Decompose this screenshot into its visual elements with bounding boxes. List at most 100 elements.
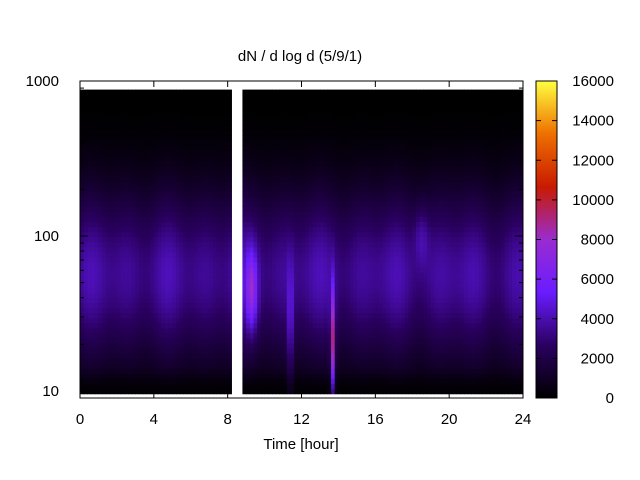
heatmap-cell: [91, 246, 96, 253]
heatmap-cell: [124, 266, 129, 273]
heatmap-cell: [116, 272, 122, 278]
heatmap-cell: [175, 317, 181, 324]
heatmap-cell: [390, 135, 395, 141]
heatmap-cell: [102, 383, 107, 390]
heatmap-cell: [172, 206, 177, 212]
heatmap-cell: [209, 130, 214, 136]
heatmap-cell: [271, 145, 277, 152]
heatmap-cell: [198, 211, 203, 217]
heatmap-cell: [345, 190, 351, 197]
heatmap-cell: [319, 337, 325, 344]
heatmap-cell: [242, 261, 247, 268]
heatmap-cell: [198, 282, 203, 288]
heatmap-cell: [334, 135, 340, 141]
heatmap-cell: [264, 94, 269, 101]
heatmap-cell: [201, 327, 207, 334]
heatmap-cell: [142, 135, 148, 141]
heatmap-cell: [194, 368, 199, 374]
heatmap-cell: [279, 150, 284, 157]
heatmap-cell: [268, 322, 273, 329]
heatmap-cell: [91, 277, 96, 283]
heatmap-cell: [150, 358, 155, 364]
heatmap-cell: [187, 282, 192, 288]
heatmap-cell: [179, 211, 184, 217]
heatmap-cell: [242, 170, 247, 177]
heatmap-cell: [294, 216, 299, 222]
heatmap-cell: [168, 368, 173, 374]
heatmap-cell: [382, 130, 388, 136]
heatmap-cell: [345, 165, 351, 172]
heatmap-cell: [194, 160, 199, 167]
heatmap-cell: [183, 342, 188, 349]
heatmap-cell: [338, 261, 343, 268]
heatmap-cell: [205, 317, 210, 324]
heatmap-cell: [323, 165, 328, 172]
heatmap-cell: [223, 145, 229, 152]
heatmap-cell: [338, 327, 343, 334]
heatmap-cell: [87, 185, 92, 192]
heatmap-cell: [116, 130, 122, 136]
heatmap-cell: [212, 94, 218, 101]
heatmap-cell: [275, 125, 280, 131]
heatmap-cell: [279, 94, 284, 101]
heatmap-cell: [83, 145, 88, 152]
heatmap-cell: [353, 145, 358, 152]
heatmap-cell: [379, 206, 384, 212]
heatmap-cell: [124, 236, 129, 243]
heatmap-cell: [168, 130, 173, 136]
heatmap-cell: [105, 272, 111, 278]
heatmap-cell: [382, 317, 388, 324]
heatmap-cell: [102, 130, 107, 136]
heatmap-cell: [253, 130, 258, 136]
heatmap-cell: [316, 348, 321, 354]
heatmap-cell: [356, 180, 362, 187]
heatmap-cell: [338, 353, 343, 359]
heatmap-cell: [364, 99, 369, 106]
heatmap-cell: [146, 175, 151, 182]
heatmap-cell: [80, 251, 85, 258]
heatmap-cell: [268, 292, 273, 298]
heatmap-cell: [198, 312, 203, 319]
heatmap-cell: [264, 312, 269, 319]
heatmap-cell: [91, 368, 96, 374]
heatmap-cell: [301, 332, 306, 339]
heatmap-cell: [116, 206, 122, 212]
heatmap-cell: [375, 282, 380, 288]
heatmap-cell: [264, 104, 269, 111]
heatmap-cell: [131, 150, 136, 157]
heatmap-cell: [334, 125, 340, 131]
heatmap-cell: [139, 373, 144, 380]
heatmap-cell: [305, 342, 310, 349]
heatmap-cell: [294, 221, 299, 228]
heatmap-cell: [116, 322, 122, 329]
heatmap-cell: [80, 190, 85, 197]
heatmap-cell: [349, 266, 354, 273]
heatmap-cell: [283, 236, 288, 243]
heatmap-cell: [345, 145, 351, 152]
heatmap-cell: [146, 342, 151, 349]
heatmap-cell: [179, 383, 184, 390]
heatmap-cell: [120, 282, 125, 288]
heatmap-cell: [87, 201, 92, 207]
heatmap-cell: [308, 89, 314, 96]
heatmap-cell: [127, 337, 133, 344]
heatmap-cell: [113, 312, 118, 319]
heatmap-cell: [105, 165, 111, 172]
heatmap-cell: [264, 109, 269, 116]
heatmap-cell: [342, 94, 347, 101]
heatmap-cell: [353, 94, 358, 101]
heatmap-cell: [297, 140, 303, 146]
heatmap-cell: [168, 251, 173, 258]
heatmap-cell: [116, 155, 122, 162]
heatmap-cell: [257, 266, 262, 273]
heatmap-cell: [83, 99, 88, 106]
heatmap-cell: [319, 302, 325, 309]
heatmap-cell: [198, 363, 203, 369]
heatmap-cell: [80, 277, 85, 283]
heatmap-cell: [146, 201, 151, 207]
heatmap-cell: [393, 317, 399, 324]
heatmap-cell: [367, 241, 373, 248]
heatmap-cell: [301, 135, 306, 141]
heatmap-cell: [271, 130, 277, 136]
heatmap-cell: [220, 272, 225, 278]
